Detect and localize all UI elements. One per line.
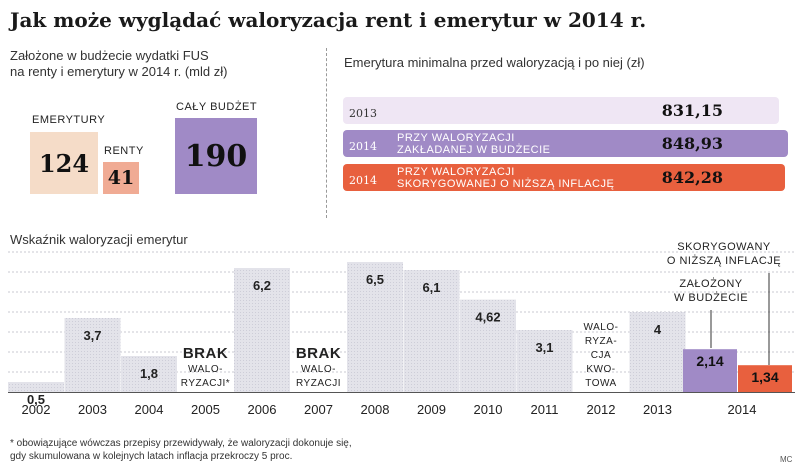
budzet-label: CAŁY BUDŻET [176, 101, 258, 113]
bar-2004 [121, 356, 177, 392]
no-valorization-text: KWO- [586, 364, 615, 375]
no-valorization-text: BRAK [296, 345, 341, 362]
bar-2008 [347, 262, 403, 392]
no-valorization-text: RYZACJI [296, 378, 341, 389]
page-title: Jak może wyglądać waloryzacja rent i eme… [10, 8, 647, 32]
bar-2003 [64, 318, 121, 392]
bar-2014-corrected [738, 365, 792, 392]
no-valorization-text: WALO- [301, 364, 336, 375]
bar-label: 6,1 [422, 280, 440, 295]
annotation-budget: W BUDŻECIE [674, 291, 748, 304]
annotation-corrected: SKORYGOWANY [677, 241, 771, 253]
bar-label: 4 [654, 322, 662, 337]
x-tick-label: 2002 [22, 402, 51, 417]
no-valorization-text: BRAK [183, 345, 228, 362]
footnote-line1: * obowiązujące wówczas przepisy przewidy… [10, 438, 352, 449]
footnote-line2: gdy skumulowana w kolejnych latach infla… [10, 451, 293, 462]
bar-2002 [8, 382, 64, 392]
x-tick-label: 2007 [304, 402, 333, 417]
no-valorization-text: RYZACJI* [181, 378, 230, 389]
bar-2014-budget [683, 349, 737, 392]
minimal-row-value: 842,28 [661, 168, 723, 187]
minimal-row-label-line2: ZAKŁADANEJ W BUDŻECIE [397, 144, 551, 156]
bar-2006 [234, 268, 290, 392]
bar-2010 [460, 299, 516, 392]
no-valorization-text: TOWA [585, 378, 616, 389]
bar-label: 0,5 [27, 392, 45, 407]
chart-title: Wskaźnik waloryzacji emerytur [10, 232, 188, 247]
section-divider [326, 48, 327, 218]
bar-2014-label: 2,14 [696, 353, 723, 369]
budzet-value: 190 [184, 138, 248, 174]
minimal-row-label: PRZY WALORYZACJI SKORYGOWANEJ O NIŻSZĄ IN… [397, 166, 614, 190]
bar-2011 [516, 330, 573, 392]
x-tick-label: 2008 [361, 402, 390, 417]
x-tick-label: 2009 [417, 402, 446, 417]
budget-subtitle-line2: na renty i emerytury w 2014 r. (mld zł) [10, 64, 228, 79]
emerytury-box: 124 [30, 132, 98, 194]
bar-2014-label: 1,34 [751, 369, 778, 385]
renty-box: 41 [103, 162, 139, 194]
renty-label: RENTY [104, 145, 144, 157]
bar-label: 6,2 [253, 278, 271, 293]
minimal-row-year: 2014 [349, 140, 377, 153]
credit: MC [780, 455, 793, 464]
bar-label: 6,5 [366, 272, 384, 287]
minimal-row-year: 2014 [349, 174, 377, 187]
minimal-row-label-line2: SKORYGOWANEJ O NIŻSZĄ INFLACJĘ [397, 178, 615, 190]
renty-value: 41 [107, 167, 135, 189]
emerytury-value: 124 [38, 148, 90, 178]
x-tick-label: 2006 [248, 402, 277, 417]
budzet-box: 190 [175, 118, 257, 194]
budget-subtitle-line1: Założone w budżecie wydatki FUS [10, 48, 209, 63]
bar-label: 4,62 [475, 310, 500, 325]
annotation-budget: ZAŁOŻONY [679, 277, 742, 290]
x-tick-label: 2013 [643, 402, 672, 417]
bar-label: 3,1 [535, 340, 553, 355]
minimal-row-label-line1: PRZY WALORYZACJI [397, 166, 515, 178]
no-valorization-text: WALO- [584, 322, 619, 333]
emerytury-label: EMERYTURY [32, 114, 106, 126]
x-tick-label: 2010 [474, 402, 503, 417]
minimal-row-label: PRZY WALORYZACJI ZAKŁADANEJ W BUDŻECIE [397, 132, 551, 156]
bar-2013 [629, 312, 686, 392]
no-valorization-text: WALO- [188, 364, 223, 375]
x-tick-label: 2014 [728, 402, 757, 417]
minimal-row-bar [343, 164, 785, 191]
minimal-row-value: 831,15 [661, 101, 723, 120]
x-tick-label: 2003 [78, 402, 107, 417]
bar-2009 [403, 270, 460, 392]
footnote: * obowiązujące wówczas przepisy przewidy… [10, 437, 352, 463]
x-tick-label: 2012 [587, 402, 616, 417]
x-tick-label: 2004 [135, 402, 164, 417]
minimal-row-bar [343, 97, 779, 124]
bar-label: 1,8 [140, 366, 158, 381]
minimal-row-year: 2013 [349, 107, 377, 120]
annotation-corrected: O NIŻSZĄ INFLACJĘ [667, 254, 781, 267]
x-tick-label: 2011 [531, 402, 559, 417]
no-valorization-text: CJA [591, 350, 611, 361]
bar-label: 3,7 [83, 328, 101, 343]
minimal-subtitle: Emerytura minimalna przed waloryzacją i … [344, 55, 645, 70]
budget-subtitle: Założone w budżecie wydatki FUS na renty… [10, 48, 227, 80]
minimal-row-bar [343, 130, 788, 157]
no-valorization-text: RYZA- [585, 336, 617, 347]
minimal-row-value: 848,93 [661, 134, 723, 153]
x-tick-label: 2005 [191, 402, 220, 417]
minimal-row-label-line1: PRZY WALORYZACJI [397, 132, 515, 144]
